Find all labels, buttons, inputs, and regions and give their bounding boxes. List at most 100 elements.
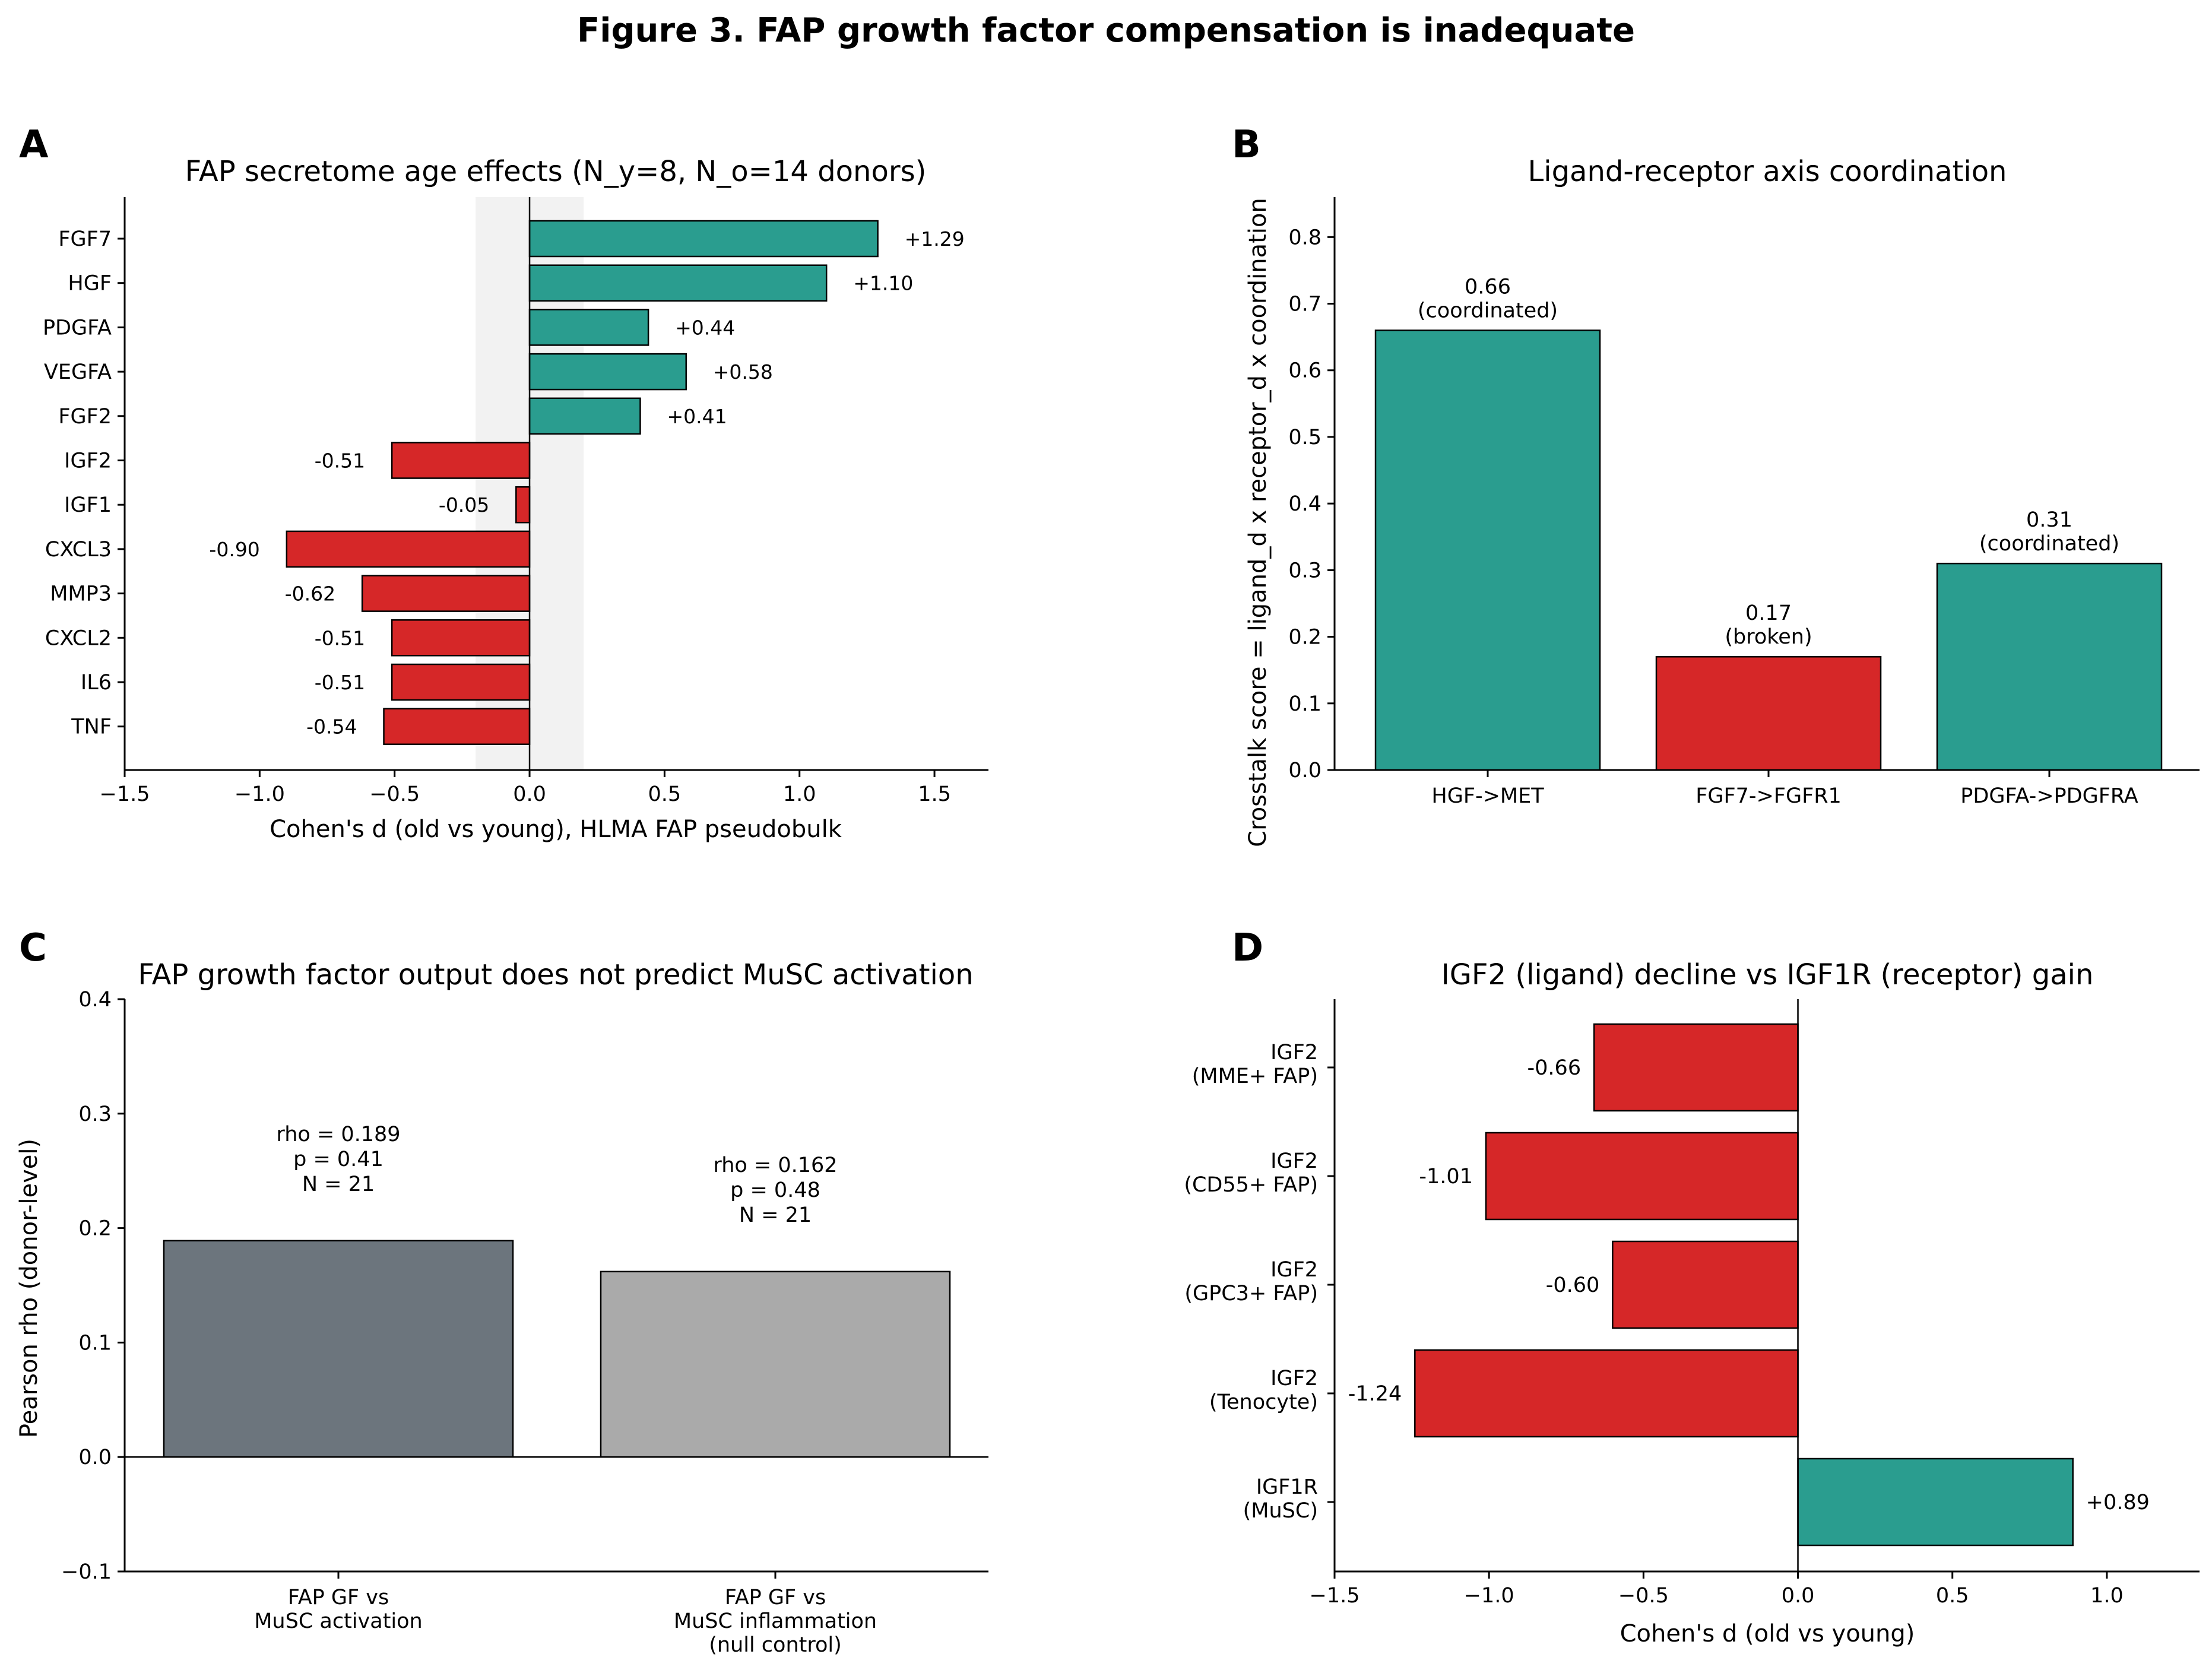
y-tick-label: IL6: [81, 671, 112, 695]
y-tick-label: 0.0: [1288, 759, 1322, 782]
x-tick-label: −0.5: [369, 782, 420, 806]
y-tick-label: 0.6: [1288, 359, 1322, 383]
bar-igf2-tenocyte: [1414, 1349, 1799, 1438]
y-tick-label: CXCL2: [45, 626, 112, 650]
data-label: -0.05: [439, 493, 489, 517]
data-label: +0.58: [713, 360, 773, 384]
bar-musc-activation: [163, 1240, 514, 1458]
y-tick-label: 0.0: [78, 1446, 112, 1469]
data-label: 0.17: [1745, 601, 1792, 625]
y-tick-label: 0.3: [1288, 559, 1322, 582]
data-label: -0.51: [315, 626, 365, 649]
y-tick-label: (CD55+ FAP): [1184, 1173, 1318, 1197]
data-label: +1.10: [853, 272, 913, 295]
y-tick-label: 0.3: [78, 1102, 112, 1126]
y-tick-label: MMP3: [50, 582, 112, 606]
y-tick-label: IGF2: [1270, 1258, 1318, 1282]
stats-annotation: rho = 0.162: [713, 1154, 837, 1177]
y-tick-label: 0.4: [78, 988, 112, 1012]
bar-fgf2: [528, 397, 641, 435]
x-tick-label: 0.0: [1782, 1584, 1815, 1608]
bar-igf1r-musc: [1797, 1457, 2074, 1547]
panel-b-y-axis-label: Crosstalk score = ligand_d x receptor_d …: [1244, 198, 1272, 847]
y-tick-label: IGF2: [64, 449, 112, 473]
y-tick-label: −0.1: [61, 1560, 112, 1584]
bar-il6: [391, 663, 531, 701]
data-label: -0.54: [306, 715, 357, 739]
data-label: (coordinated): [1979, 532, 2119, 556]
y-tick-label: 0.2: [1288, 626, 1322, 649]
bar-igf2-gpc3-fap: [1612, 1240, 1799, 1329]
panel-b-title: Ligand-receptor axis coordination: [1528, 155, 2007, 188]
data-label: +0.44: [675, 316, 735, 339]
panel-d-title: IGF2 (ligand) decline vs IGF1R (receptor…: [1441, 958, 2094, 991]
bar-igf2: [391, 442, 531, 479]
data-label: -0.90: [209, 538, 259, 561]
data-label: -0.60: [1546, 1273, 1600, 1297]
data-label: -0.62: [285, 582, 335, 606]
y-tick-label: IGF1R: [1256, 1475, 1318, 1499]
y-tick-label: IGF2: [1270, 1367, 1318, 1390]
data-label: (broken): [1725, 625, 1812, 649]
y-tick-label: IGF2: [1270, 1149, 1318, 1173]
data-label: +0.89: [2086, 1491, 2150, 1514]
x-tick-label: PDGFA->PDGFRA: [1960, 784, 2138, 808]
x-tick-label: −1.5: [100, 782, 150, 806]
y-tick-label: FGF2: [58, 405, 112, 429]
data-label: +0.41: [667, 405, 727, 428]
data-label: (coordinated): [1418, 299, 1558, 322]
data-label: 0.31: [2026, 508, 2072, 532]
data-label: 0.66: [1465, 275, 1511, 299]
x-tick-label: FAP GF vs: [725, 1586, 826, 1609]
data-label: -1.24: [1348, 1382, 1402, 1406]
panel-letter-b: B: [1232, 123, 1261, 167]
x-tick-label: 0.5: [1936, 1584, 1969, 1608]
bar-igf1: [515, 486, 531, 524]
panel-b: B Ligand-receptor axis coordination 0.66…: [1232, 123, 2200, 847]
data-label: +1.29: [905, 227, 965, 251]
panel-d: D IGF2 (ligand) decline vs IGF1R (recept…: [1184, 926, 2200, 1647]
data-label: -0.51: [315, 449, 365, 473]
y-tick-label: 0.1: [78, 1331, 112, 1355]
x-tick-label: (null control): [709, 1633, 842, 1657]
x-tick-label: MuSC inflammation: [674, 1609, 877, 1633]
y-tick-label: 0.1: [1288, 692, 1322, 716]
x-tick-label: −0.5: [1618, 1584, 1669, 1608]
bar-igf2-mme-fap: [1593, 1023, 1799, 1112]
y-tick-label: CXCL3: [45, 538, 112, 562]
x-tick-label: −1.0: [234, 782, 285, 806]
data-label: -0.51: [315, 671, 365, 694]
y-tick-label: FGF7: [58, 227, 112, 251]
x-tick-label: FGF7->FGFR1: [1696, 784, 1842, 808]
figure-title: Figure 3. FAP growth factor compensation…: [577, 11, 1635, 50]
y-tick-label: 0.4: [1288, 492, 1322, 516]
bar-igf2-cd55-fap: [1485, 1132, 1799, 1221]
x-tick-label: 0.0: [513, 782, 546, 806]
x-tick-label: 1.0: [783, 782, 816, 806]
y-tick-label: 0.8: [1288, 226, 1322, 249]
stats-annotation: p = 0.41: [293, 1148, 384, 1171]
y-tick-label: (GPC3+ FAP): [1184, 1282, 1318, 1306]
panel-letter-a: A: [19, 123, 49, 167]
y-tick-label: VEGFA: [44, 360, 112, 384]
y-tick-label: 0.2: [78, 1217, 112, 1241]
stats-annotation: N = 21: [302, 1173, 375, 1196]
x-tick-label: −1.5: [1310, 1584, 1360, 1608]
y-tick-label: IGF1: [64, 493, 112, 517]
stats-annotation: N = 21: [739, 1203, 812, 1227]
x-tick-label: 0.5: [648, 782, 682, 806]
x-tick-label: HGF->MET: [1431, 784, 1544, 808]
panel-c-title: FAP growth factor output does not predic…: [138, 958, 973, 991]
bar-cxcl2: [391, 619, 531, 657]
panel-c-y-axis-label: Pearson rho (donor-level): [15, 1139, 43, 1438]
stats-annotation: rho = 0.189: [276, 1123, 400, 1146]
y-tick-label: (Tenocyte): [1209, 1390, 1318, 1414]
stats-annotation: p = 0.48: [730, 1178, 820, 1202]
x-tick-label: MuSC activation: [254, 1609, 423, 1633]
bar-vegfa: [528, 353, 687, 391]
y-tick-label: HGF: [68, 272, 112, 296]
bar-mmp3: [361, 575, 531, 612]
bar-pdgfa-pdgfra: [1936, 562, 2163, 771]
bar-musc-inflammation: [600, 1270, 951, 1458]
